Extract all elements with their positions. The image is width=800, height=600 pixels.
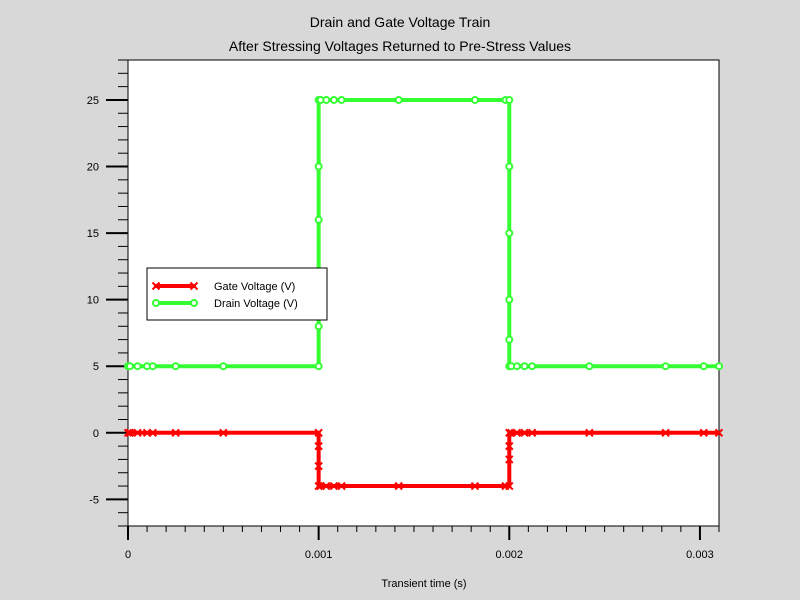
x-tick-label: 0.002 xyxy=(496,549,524,561)
data-point xyxy=(322,95,331,104)
x-tick-label: 0.001 xyxy=(305,549,333,561)
data-point xyxy=(394,95,403,104)
data-point xyxy=(505,229,514,238)
data-point xyxy=(314,215,323,224)
data-point xyxy=(470,481,480,491)
data-point xyxy=(505,481,514,491)
data-point xyxy=(329,481,339,491)
legend: Gate Voltage (V) Drain Voltage (V) xyxy=(146,267,328,321)
data-point xyxy=(151,281,161,291)
data-point xyxy=(512,362,521,371)
data-point xyxy=(219,362,228,371)
legend-box xyxy=(146,267,328,321)
data-point xyxy=(505,428,514,438)
data-point xyxy=(512,428,522,438)
data-point xyxy=(189,281,199,291)
data-point xyxy=(314,162,323,171)
x-tick-label: 0.003 xyxy=(686,549,714,561)
y-tick-label: -5 xyxy=(89,494,99,506)
x-axis-label: Transient time (s) xyxy=(381,578,466,590)
data-point xyxy=(661,428,670,438)
data-point xyxy=(148,362,157,371)
data-point xyxy=(125,428,135,438)
data-point xyxy=(123,428,133,438)
series-layer xyxy=(123,95,724,491)
data-point xyxy=(505,335,514,344)
data-point xyxy=(505,95,514,104)
legend-label: Gate Voltage (V) xyxy=(214,281,295,293)
data-point xyxy=(314,322,323,331)
data-point xyxy=(329,95,338,104)
data-point xyxy=(314,362,323,371)
data-point xyxy=(714,428,724,438)
data-point xyxy=(699,362,708,371)
data-point xyxy=(314,441,323,451)
data-point xyxy=(314,428,323,438)
y-tick-label: 5 xyxy=(93,361,99,373)
data-point xyxy=(715,362,723,371)
y-tick-label: 25 xyxy=(87,95,99,107)
series-0 xyxy=(123,428,724,491)
data-point xyxy=(505,295,514,304)
legend-item: Gate Voltage (V) xyxy=(151,281,295,293)
legend-item: Drain Voltage (V) xyxy=(152,298,298,310)
data-point xyxy=(699,428,708,438)
legend-label: Drain Voltage (V) xyxy=(214,298,298,310)
data-point xyxy=(505,455,514,464)
chart-subtitle: After Stressing Voltages Returned to Pre… xyxy=(229,38,571,54)
data-point xyxy=(585,428,594,438)
data-point xyxy=(152,299,160,307)
data-point xyxy=(133,362,142,371)
data-point xyxy=(322,481,331,491)
x-tick-label: 0 xyxy=(125,549,131,561)
data-point xyxy=(585,362,594,371)
y-tick-label: 10 xyxy=(87,295,99,307)
data-point xyxy=(470,95,479,104)
data-point xyxy=(171,428,180,438)
data-point xyxy=(148,428,157,438)
data-point xyxy=(125,362,134,371)
y-axis: -5 0 5 10 15 20 25 xyxy=(87,59,128,527)
data-point xyxy=(520,428,529,438)
data-point xyxy=(190,299,198,307)
chart-title: Drain and Gate Voltage Train xyxy=(310,14,491,30)
data-point xyxy=(171,362,180,371)
data-point xyxy=(505,441,514,451)
series-1 xyxy=(124,95,723,371)
data-point xyxy=(133,428,142,438)
y-tick-label: 15 xyxy=(87,228,99,240)
data-point xyxy=(661,362,670,371)
data-point xyxy=(528,362,537,371)
data-point xyxy=(337,95,346,104)
data-point xyxy=(505,162,514,171)
data-point xyxy=(527,428,537,438)
data-point xyxy=(314,461,323,471)
data-point xyxy=(394,481,403,491)
x-axis: 0 0.001 0.002 0.003 xyxy=(125,526,720,561)
y-tick-label: 20 xyxy=(87,162,99,174)
data-point xyxy=(314,481,323,491)
y-tick-label: 0 xyxy=(93,428,99,440)
data-point xyxy=(219,428,228,438)
data-point xyxy=(520,362,529,371)
data-point xyxy=(337,481,346,491)
